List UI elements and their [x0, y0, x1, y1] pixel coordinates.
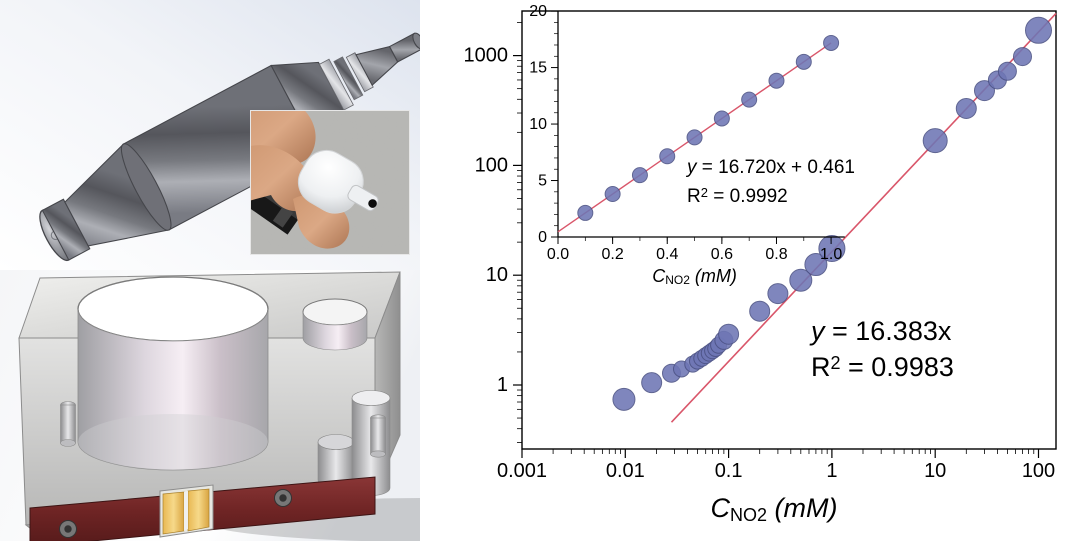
svg-text:15: 15 [529, 60, 547, 77]
svg-text:CNO2 (mM): CNO2 (mM) [652, 266, 737, 287]
svg-text:10: 10 [486, 264, 508, 286]
svg-text:0.01: 0.01 [606, 460, 645, 482]
svg-text:R2 = 0.9983: R2 = 0.9983 [811, 352, 954, 382]
svg-text:0.8: 0.8 [765, 246, 787, 263]
svg-text:0: 0 [538, 229, 547, 246]
svg-text:1000: 1000 [464, 45, 509, 67]
svg-text:y = 16.383x: y = 16.383x [809, 316, 952, 346]
svg-text:20: 20 [529, 3, 547, 20]
svg-text:CNO2 (mM): CNO2 (mM) [711, 493, 838, 525]
svg-text:1: 1 [497, 374, 508, 396]
svg-text:5: 5 [538, 173, 547, 190]
svg-text:100: 100 [1022, 460, 1055, 482]
svg-text:0.6: 0.6 [711, 246, 733, 263]
svg-text:1.0: 1.0 [820, 246, 842, 263]
svg-text:0.1: 0.1 [715, 460, 743, 482]
svg-text:10: 10 [529, 116, 547, 133]
svg-text:0.0: 0.0 [547, 246, 569, 263]
svg-text:1: 1 [826, 460, 837, 482]
svg-text:0.4: 0.4 [656, 246, 678, 263]
svg-text:y = 16.720x + 0.461: y = 16.720x + 0.461 [685, 157, 855, 178]
svg-text:10: 10 [924, 460, 946, 482]
svg-text:0.001: 0.001 [497, 460, 547, 482]
svg-text:0.2: 0.2 [601, 246, 623, 263]
svg-text:100: 100 [475, 154, 508, 176]
svg-text:R2 = 0.9992: R2 = 0.9992 [687, 185, 788, 207]
